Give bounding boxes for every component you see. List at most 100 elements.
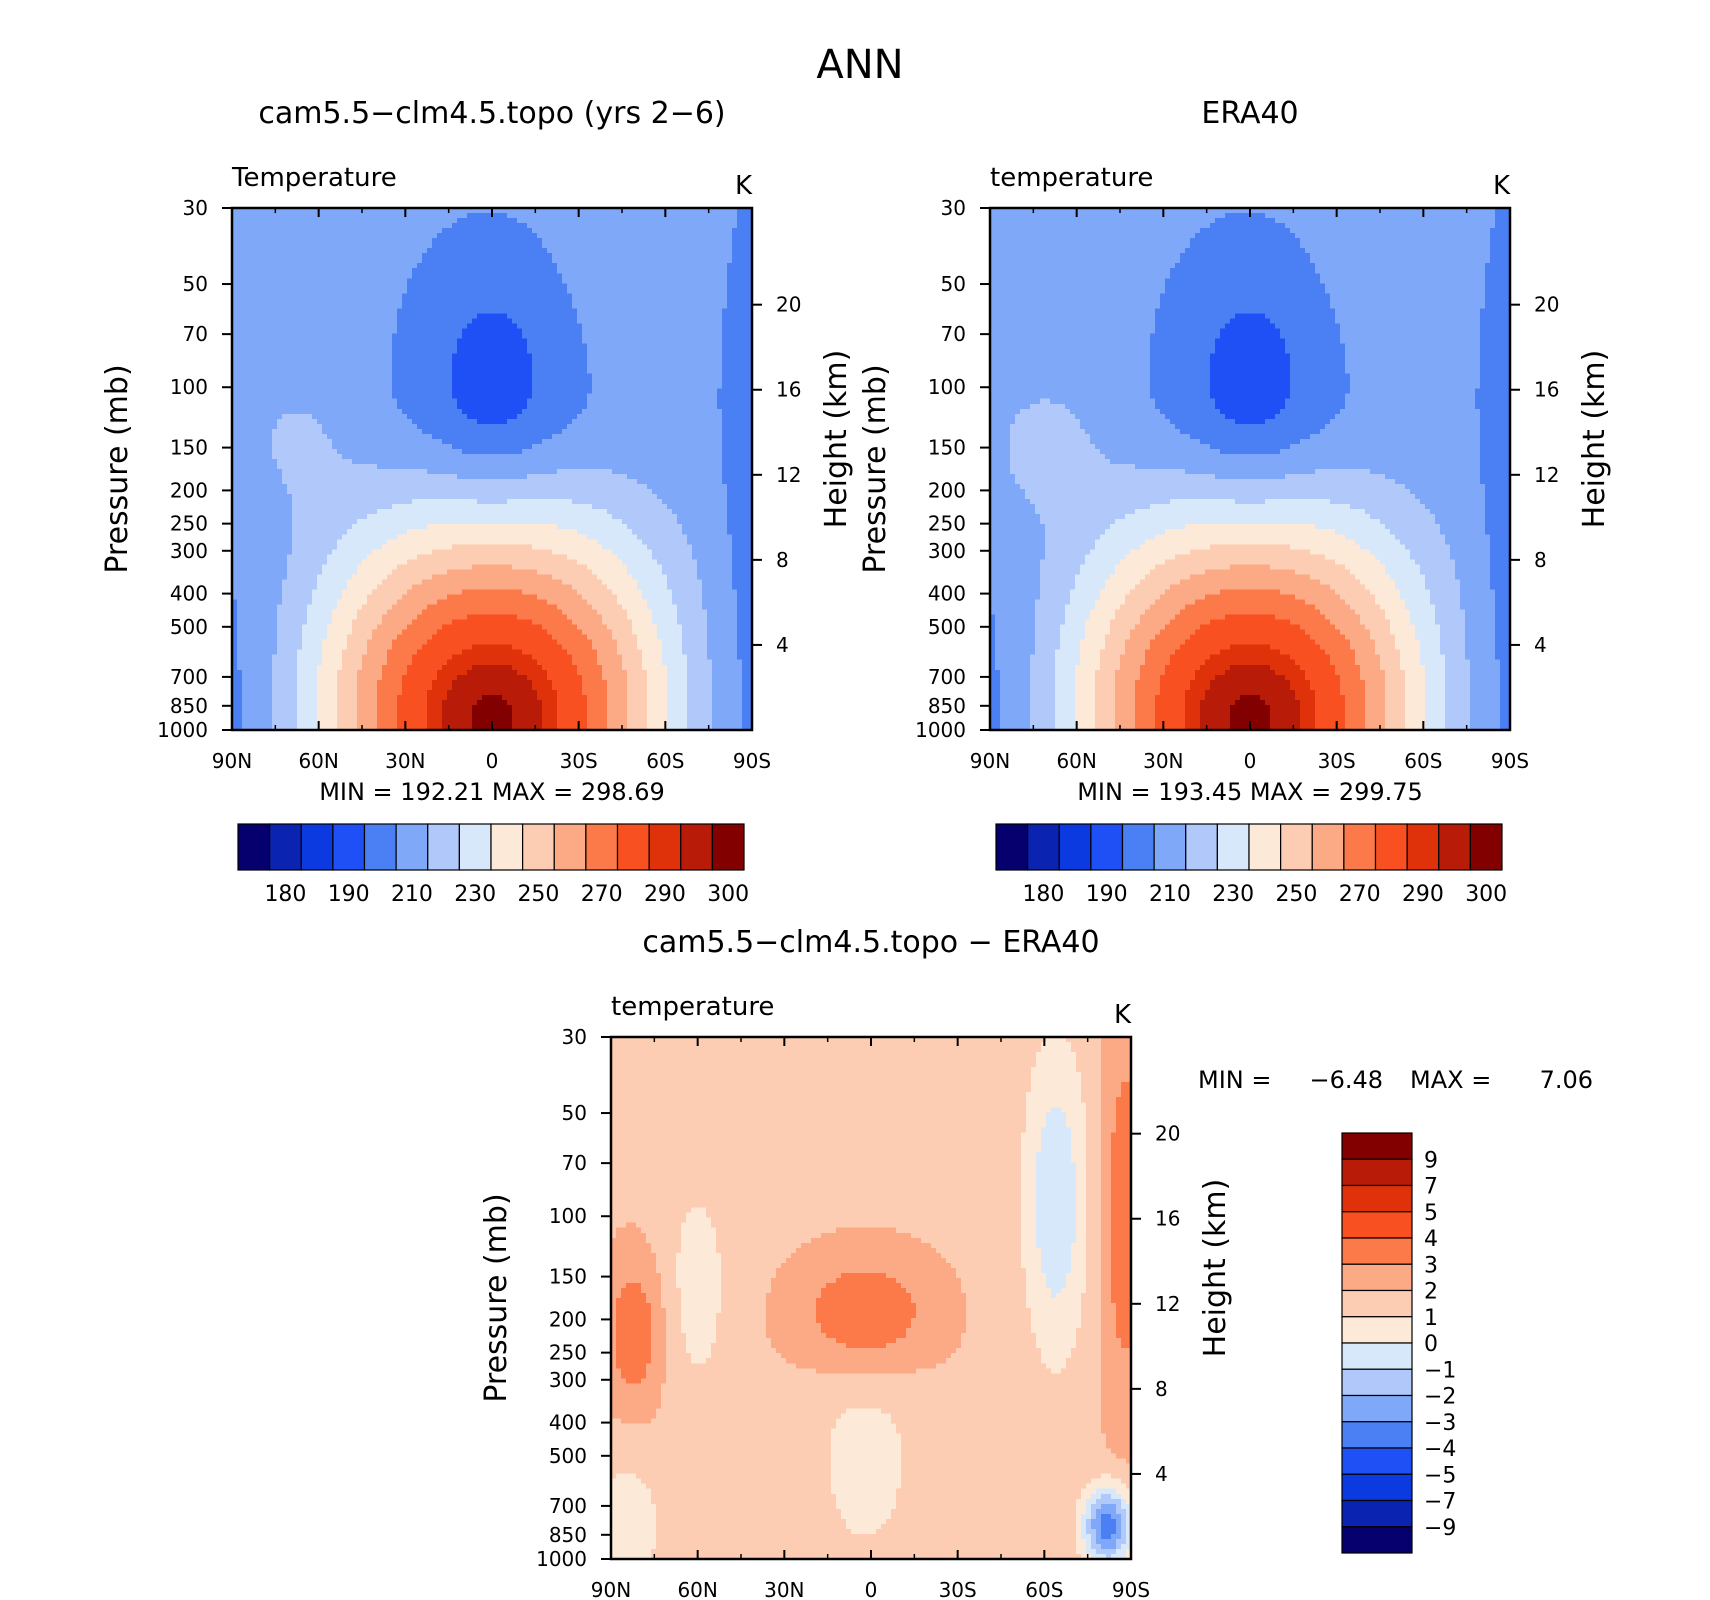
- contour-cell: [337, 569, 343, 575]
- contour-cell: [327, 634, 333, 641]
- contour-cell: [427, 514, 433, 520]
- contour-cell: [282, 554, 288, 560]
- contour-cell: [382, 544, 388, 550]
- contour-cell: [242, 348, 248, 355]
- contour-cell: [307, 554, 313, 560]
- contour-cell: [312, 484, 318, 490]
- contour-cell: [347, 403, 353, 410]
- contour-cell: [337, 293, 343, 299]
- contour-cell: [342, 619, 348, 626]
- contour-cell: [422, 368, 428, 375]
- contour-cell: [267, 609, 273, 616]
- contour-cell: [397, 469, 403, 475]
- contour-cell: [287, 599, 293, 606]
- contour-cell: [252, 318, 258, 325]
- contour-cell: [252, 273, 258, 279]
- contour-cell: [427, 569, 433, 575]
- contour-cell: [367, 348, 373, 355]
- contour-cell: [382, 453, 388, 460]
- contour-cell: [422, 614, 428, 621]
- contour-cell: [302, 373, 308, 380]
- contour-cell: [462, 448, 468, 455]
- contour-cell: [302, 584, 308, 591]
- contour-cell: [417, 474, 423, 480]
- contour-cell: [317, 243, 323, 249]
- contour-cell: [257, 649, 263, 656]
- contour-cell: [317, 298, 323, 304]
- contour-cell: [322, 388, 328, 395]
- contour-cell: [377, 614, 383, 621]
- contour-cell: [452, 494, 458, 500]
- contour-cell: [337, 393, 343, 400]
- contour-cell: [407, 258, 413, 264]
- contour-cell: [282, 408, 288, 415]
- contour-cell: [362, 539, 368, 545]
- contour-cell: [337, 579, 343, 586]
- contour-cell: [237, 288, 243, 294]
- contour-cell: [402, 674, 408, 681]
- contour-cell: [412, 544, 418, 550]
- contour-cell: [322, 694, 328, 701]
- contour-cell: [267, 639, 273, 646]
- contour-cell: [382, 549, 388, 555]
- contour-cell: [422, 504, 428, 510]
- contour-cell: [462, 303, 468, 309]
- contour-cell: [377, 604, 383, 611]
- contour-cell: [467, 549, 473, 555]
- contour-cell: [442, 423, 448, 430]
- contour-cell: [347, 323, 353, 330]
- contour-cell: [287, 243, 293, 249]
- contour-cell: [452, 438, 458, 445]
- contour-cell: [382, 639, 388, 646]
- contour-cell: [432, 308, 438, 314]
- contour-cell: [337, 303, 343, 309]
- contour-cell: [397, 634, 403, 641]
- contour-cell: [282, 413, 288, 420]
- contour-cell: [322, 323, 328, 330]
- contour-cell: [337, 413, 343, 420]
- contour-cell: [327, 398, 333, 405]
- contour-cell: [422, 433, 428, 440]
- contour-cell: [342, 564, 348, 570]
- contour-cell: [332, 694, 338, 701]
- contour-cell: [247, 474, 253, 480]
- contour-cell: [452, 243, 458, 249]
- contour-cell: [452, 388, 458, 395]
- contour-cell: [397, 343, 403, 350]
- contour-cell: [437, 263, 443, 269]
- contour-cell: [417, 469, 423, 475]
- contour-cell: [437, 213, 443, 219]
- contour-cell: [327, 589, 333, 596]
- contour-cell: [292, 669, 298, 676]
- contour-cell: [352, 348, 358, 355]
- contour-cell: [452, 484, 458, 490]
- contour-cell: [322, 353, 328, 360]
- contour-cell: [342, 403, 348, 410]
- contour-cell: [372, 428, 378, 435]
- contour-cell: [242, 724, 248, 731]
- contour-cell: [427, 328, 433, 335]
- contour-cell: [292, 298, 298, 304]
- contour-cell: [247, 514, 253, 520]
- contour-cell: [247, 343, 253, 350]
- contour-cell: [252, 278, 258, 284]
- contour-cell: [347, 644, 353, 651]
- contour-cell: [417, 514, 423, 520]
- contour-cell: [407, 529, 413, 535]
- contour-cell: [302, 704, 308, 711]
- contour-cell: [357, 378, 363, 385]
- contour-cell: [232, 258, 238, 264]
- contour-cell: [442, 699, 448, 706]
- contour-cell: [337, 263, 343, 269]
- contour-cell: [467, 263, 473, 269]
- contour-cell: [382, 664, 388, 671]
- contour-cell: [372, 308, 378, 314]
- contour-cell: [327, 649, 333, 656]
- contour-cell: [332, 484, 338, 490]
- contour-cell: [367, 684, 373, 691]
- contour-cell: [442, 418, 448, 425]
- contour-cell: [237, 238, 243, 244]
- contour-cell: [377, 268, 383, 274]
- contour-cell: [422, 328, 428, 335]
- contour-cell: [257, 479, 263, 485]
